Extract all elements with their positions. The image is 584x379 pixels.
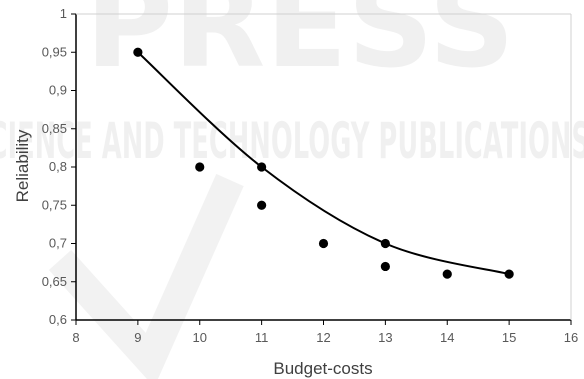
y-tick-label: 0,95 xyxy=(42,44,67,59)
y-tick-label: 0,65 xyxy=(42,274,67,289)
x-axis-title: Budget-costs xyxy=(273,359,372,378)
data-point xyxy=(380,261,390,272)
y-tick-label: 0,8 xyxy=(49,159,67,174)
x-tick-label: 16 xyxy=(564,330,578,345)
x-axis-ticks: 8 9 10 11 12 13 14 15 16 xyxy=(72,320,578,345)
x-tick-label: 12 xyxy=(316,330,330,345)
x-tick-label: 15 xyxy=(502,330,516,345)
x-tick-label: 10 xyxy=(193,330,207,345)
y-tick-label: 1 xyxy=(60,6,67,21)
y-tick-label: 0,85 xyxy=(42,121,67,136)
data-point xyxy=(133,47,143,57)
data-point xyxy=(318,238,329,249)
y-tick-label: 0,7 xyxy=(49,236,67,251)
data-point xyxy=(504,269,514,279)
data-point xyxy=(257,162,267,172)
watermark-v-shape xyxy=(48,173,244,379)
x-tick-label: 8 xyxy=(72,330,79,345)
data-point xyxy=(257,200,267,210)
data-points xyxy=(133,47,514,279)
watermark-line2: SCIENCE AND TECHNOLOGY PUBLICATIONS xyxy=(0,112,584,170)
x-tick-label: 11 xyxy=(255,330,269,345)
y-tick-label: 0,75 xyxy=(42,197,67,212)
y-tick-label: 0,6 xyxy=(49,312,67,327)
data-point xyxy=(380,238,390,249)
y-tick-label: 0,9 xyxy=(49,83,67,98)
x-tick-label: 9 xyxy=(134,330,141,345)
x-tick-label: 13 xyxy=(378,330,392,345)
data-point xyxy=(195,162,205,172)
y-axis-title: Reliability xyxy=(13,129,32,202)
x-tick-label: 14 xyxy=(440,330,454,345)
watermark-line1: PRESS xyxy=(85,0,515,95)
trend-line xyxy=(137,51,510,276)
y-axis-ticks: 0,6 0,65 0,7 0,75 0,8 0,85 0,9 0,95 1 xyxy=(42,6,76,327)
data-point xyxy=(442,269,452,279)
